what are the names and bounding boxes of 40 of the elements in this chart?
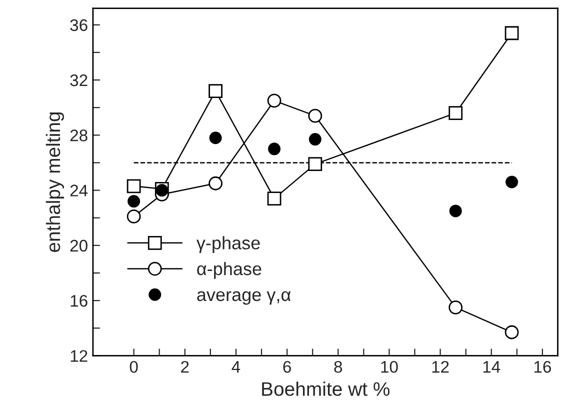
y-tick-label: 20	[70, 240, 88, 252]
x-tick-label: 8	[334, 360, 342, 373]
x-tick-label: 10	[381, 360, 398, 373]
x-axis-title: Boehmite wt %	[262, 382, 390, 396]
point	[448, 300, 463, 314]
point	[208, 84, 222, 98]
y-tick-label: 28	[70, 130, 88, 142]
x-tick-label: 14	[483, 361, 500, 373]
x-tick-label: 0	[130, 360, 138, 373]
x-tick-label: 2	[181, 360, 189, 373]
point	[126, 210, 141, 224]
point	[267, 192, 282, 206]
legend-label: α-phase	[197, 262, 262, 279]
x-tick-label: 16	[534, 360, 551, 373]
point	[448, 106, 463, 120]
x-tick-label: 4	[232, 361, 240, 373]
point	[126, 179, 141, 194]
point	[308, 157, 322, 172]
legend-label: average γ,α	[197, 291, 291, 305]
point	[449, 204, 462, 218]
point	[267, 94, 282, 108]
point	[268, 142, 281, 156]
point	[506, 176, 518, 188]
y-tick-label: 36	[70, 19, 88, 32]
point	[504, 26, 519, 40]
x-tick-label: 12	[432, 360, 449, 373]
point	[308, 133, 322, 146]
y-tick-label: 24	[70, 184, 88, 196]
point	[209, 132, 222, 144]
point	[208, 176, 222, 190]
y-tick-label: 16	[70, 294, 88, 307]
x-tick-label: 6	[283, 360, 291, 373]
point	[156, 184, 168, 197]
y-tick-label: 32	[70, 74, 88, 86]
point	[308, 108, 322, 123]
legend-label: γ-phase	[196, 236, 260, 253]
y-axis-title: enthalpy melting	[46, 112, 64, 252]
y-tick-label: 12	[70, 350, 88, 362]
point	[128, 195, 140, 208]
point	[504, 325, 519, 340]
